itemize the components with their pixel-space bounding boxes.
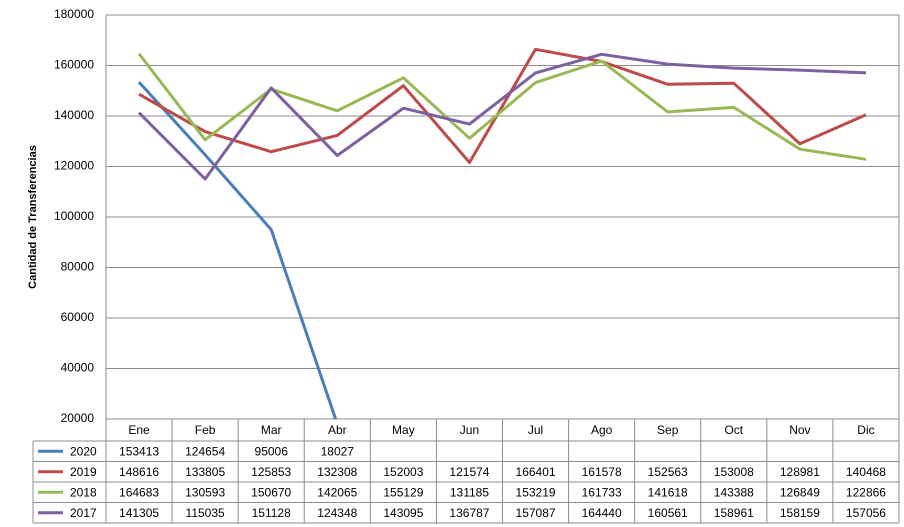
- table-value: 131185: [450, 485, 489, 499]
- table-value: 124654: [185, 444, 225, 458]
- table-value: 158961: [714, 506, 754, 520]
- table-value: 141305: [119, 506, 159, 520]
- table-value: 143095: [383, 506, 423, 520]
- table-value: 164440: [582, 506, 622, 520]
- table-value: 148616: [119, 465, 159, 479]
- table-value: 157087: [516, 506, 556, 520]
- table-value: 153413: [119, 444, 159, 458]
- table-value: 133805: [185, 465, 225, 479]
- y-tick-label: 160000: [54, 58, 94, 72]
- series-line: [137, 52, 867, 161]
- series-line: [137, 81, 338, 419]
- table-value: 122866: [846, 485, 886, 499]
- table-value: 157056: [846, 506, 886, 520]
- x-tick-label: Ene: [128, 423, 150, 437]
- table-value: 151128: [252, 506, 291, 520]
- table-value: 152563: [648, 465, 688, 479]
- table-value: 164683: [119, 485, 159, 499]
- x-tick-label: Ago: [591, 423, 613, 437]
- y-tick-label: 120000: [54, 159, 94, 173]
- table-value: 142065: [317, 485, 357, 499]
- table-value: 115035: [186, 506, 225, 520]
- y-axis-label: Cantidad de Transferencias: [27, 145, 39, 289]
- x-tick-label: Oct: [724, 423, 743, 437]
- x-tick-label: Jun: [460, 423, 479, 437]
- table-value: 143388: [714, 485, 754, 499]
- y-tick-label: 100000: [54, 209, 94, 223]
- table-value: 95006: [255, 444, 289, 458]
- table-value: 161578: [582, 465, 622, 479]
- table-value: 150670: [251, 485, 291, 499]
- legend-label: 2020: [70, 444, 97, 458]
- table-value: 124348: [317, 506, 357, 520]
- table-value: 136787: [449, 506, 489, 520]
- table-value: 18027: [321, 444, 355, 458]
- table-value: 152003: [383, 465, 423, 479]
- legend-label: 2018: [70, 485, 97, 499]
- table-value: 158159: [780, 506, 820, 520]
- x-tick-label: Sep: [657, 423, 679, 437]
- x-tick-label: Dic: [857, 423, 874, 437]
- x-tick-label: Abr: [328, 423, 347, 437]
- table-value: 160561: [648, 506, 688, 520]
- table-value: 161733: [582, 485, 622, 499]
- table-value: 166401: [516, 465, 556, 479]
- table-value: 153008: [714, 465, 754, 479]
- table-value: 130593: [185, 485, 225, 499]
- y-tick-label: 180000: [54, 7, 94, 21]
- x-tick-label: May: [392, 423, 415, 437]
- y-tick-label: 140000: [54, 108, 94, 122]
- table-value: 140468: [846, 465, 886, 479]
- x-tick-label: Jul: [528, 423, 543, 437]
- y-tick-label: 40000: [61, 361, 95, 375]
- series-line: [137, 52, 867, 181]
- x-tick-label: Mar: [261, 423, 282, 437]
- legend-label: 2017: [70, 506, 97, 520]
- series-line: [138, 47, 867, 164]
- table-value: 126849: [780, 485, 820, 499]
- table-value: 153219: [516, 485, 556, 499]
- plot-lines: [137, 47, 867, 419]
- table-value: 121574: [449, 465, 489, 479]
- table-value: 141618: [648, 485, 688, 499]
- y-tick-label: 80000: [61, 260, 95, 274]
- y-tick-label: 60000: [61, 310, 95, 324]
- table-value: 128981: [780, 465, 820, 479]
- table-value: 155129: [383, 485, 423, 499]
- table-value: 125853: [251, 465, 291, 479]
- x-tick-label: Nov: [789, 423, 810, 437]
- y-tick-label: 20000: [61, 411, 95, 425]
- legend-label: 2019: [70, 465, 97, 479]
- table-value: 132308: [317, 465, 357, 479]
- x-tick-label: Feb: [195, 423, 216, 437]
